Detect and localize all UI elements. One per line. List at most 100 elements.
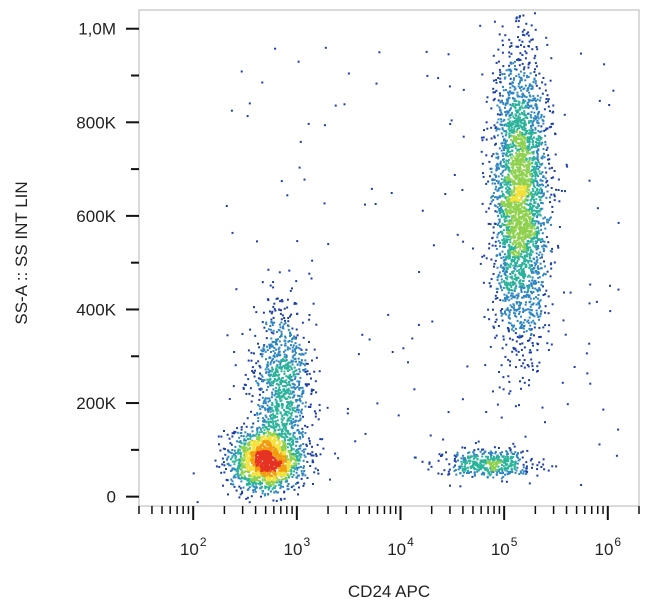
event-dot: [507, 296, 510, 299]
event-dot: [476, 455, 479, 458]
event-dot: [236, 466, 239, 469]
event-dot: [513, 258, 516, 261]
event-dot: [513, 190, 516, 193]
event-dot: [534, 97, 536, 100]
event-dot: [538, 287, 541, 290]
event-dot: [532, 169, 535, 171]
event-dot: [524, 207, 527, 210]
event-dot: [504, 129, 507, 132]
event-dot: [481, 455, 484, 458]
event-dot: [274, 420, 277, 423]
event-dot: [273, 373, 275, 375]
event-dot: [520, 105, 523, 108]
event-dot: [498, 461, 501, 464]
event-dot: [496, 104, 499, 107]
event-dot: [222, 447, 225, 450]
event-dot: [299, 410, 302, 413]
event-dot: [523, 158, 526, 161]
event-dot: [267, 299, 270, 302]
event-dot: [518, 227, 521, 230]
event-dot: [526, 74, 529, 77]
event-dot: [523, 244, 526, 247]
event-dot: [459, 485, 462, 488]
event-dot: [279, 382, 282, 385]
event-dot: [507, 222, 510, 225]
event-dot: [461, 469, 464, 472]
event-dot: [517, 350, 520, 353]
event-dot: [507, 330, 510, 333]
event-dot: [499, 471, 502, 474]
event-dot: [496, 127, 499, 130]
event-dot: [256, 381, 259, 384]
event-dot: [497, 182, 500, 185]
event-dot: [527, 294, 530, 297]
event-dot: [523, 111, 526, 114]
event-dot: [531, 227, 534, 230]
event-dot: [510, 91, 513, 94]
event-dot: [261, 81, 264, 84]
event-dot: [264, 398, 267, 401]
event-dot: [524, 123, 527, 126]
event-dot: [535, 171, 538, 174]
event-dot: [558, 200, 561, 203]
event-dot: [528, 351, 531, 354]
event-dot: [553, 195, 556, 198]
event-dot: [317, 472, 320, 475]
event-dot: [263, 379, 266, 382]
event-dot: [529, 218, 532, 220]
event-dot: [538, 336, 541, 338]
event-dot: [266, 345, 268, 348]
event-dot: [407, 361, 409, 364]
event-dot: [515, 75, 518, 78]
event-dot: [495, 254, 498, 257]
event-dot: [304, 352, 307, 355]
event-dot: [518, 203, 521, 206]
event-dot: [304, 424, 307, 427]
event-dot: [240, 447, 243, 450]
event-dot: [257, 342, 259, 345]
event-dot: [502, 119, 505, 122]
event-dot: [514, 250, 517, 253]
event-dot: [302, 362, 305, 365]
event-dot: [535, 227, 538, 230]
event-dot: [268, 343, 271, 346]
event-dot: [273, 346, 276, 349]
event-dot: [501, 203, 504, 205]
event-dot: [459, 467, 461, 469]
event-dot: [508, 247, 511, 249]
event-dot: [272, 332, 275, 335]
event-dot: [502, 286, 505, 289]
event-dot: [505, 296, 508, 299]
event-dot: [540, 130, 543, 133]
event-dot: [269, 325, 272, 327]
event-dot: [474, 464, 477, 467]
event-dot: [259, 482, 262, 485]
event-dot: [519, 233, 522, 236]
event-dot: [300, 359, 303, 362]
event-dot: [272, 482, 275, 485]
event-dot: [251, 483, 254, 486]
event-dot: [549, 201, 551, 204]
event-dot: [274, 481, 276, 484]
event-dot: [524, 220, 527, 223]
event-dot: [290, 449, 293, 452]
event-dot: [535, 233, 538, 236]
event-dot: [518, 237, 521, 240]
event-dot: [515, 177, 518, 180]
event-dot: [517, 201, 520, 204]
event-dot: [501, 480, 504, 483]
event-dot: [495, 176, 497, 178]
event-dot: [512, 231, 515, 234]
event-dot: [497, 274, 500, 276]
event-dot: [507, 92, 510, 95]
event-dot: [291, 427, 294, 430]
event-dot: [271, 310, 274, 313]
event-dot: [529, 184, 532, 187]
event-dot: [501, 308, 504, 310]
event-dot: [283, 423, 286, 425]
event-dot: [515, 469, 518, 472]
event-dot: [244, 384, 247, 387]
event-dot: [491, 452, 494, 455]
event-dot: [285, 356, 288, 359]
event-dot: [301, 449, 304, 452]
